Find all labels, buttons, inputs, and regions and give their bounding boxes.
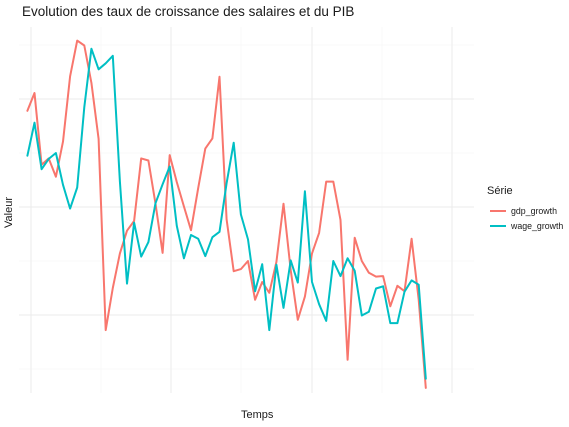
series-line-gdp-growth [26, 39, 427, 389]
legend-label-wage-growth: wage_growth [510, 221, 563, 231]
series-layer [26, 39, 427, 389]
legend-label-gdp-growth: gdp_growth [511, 206, 557, 216]
legend: Série gdp_growth wage_growth [487, 185, 563, 231]
y-axis-title: Valeur [3, 197, 15, 228]
series-line-wage-growth [26, 47, 427, 380]
chart-title: Evolution des taux de croissance des sal… [22, 4, 354, 19]
grid [19, 27, 474, 393]
x-axis-title: Temps [241, 409, 274, 421]
legend-title: Série [487, 185, 513, 197]
